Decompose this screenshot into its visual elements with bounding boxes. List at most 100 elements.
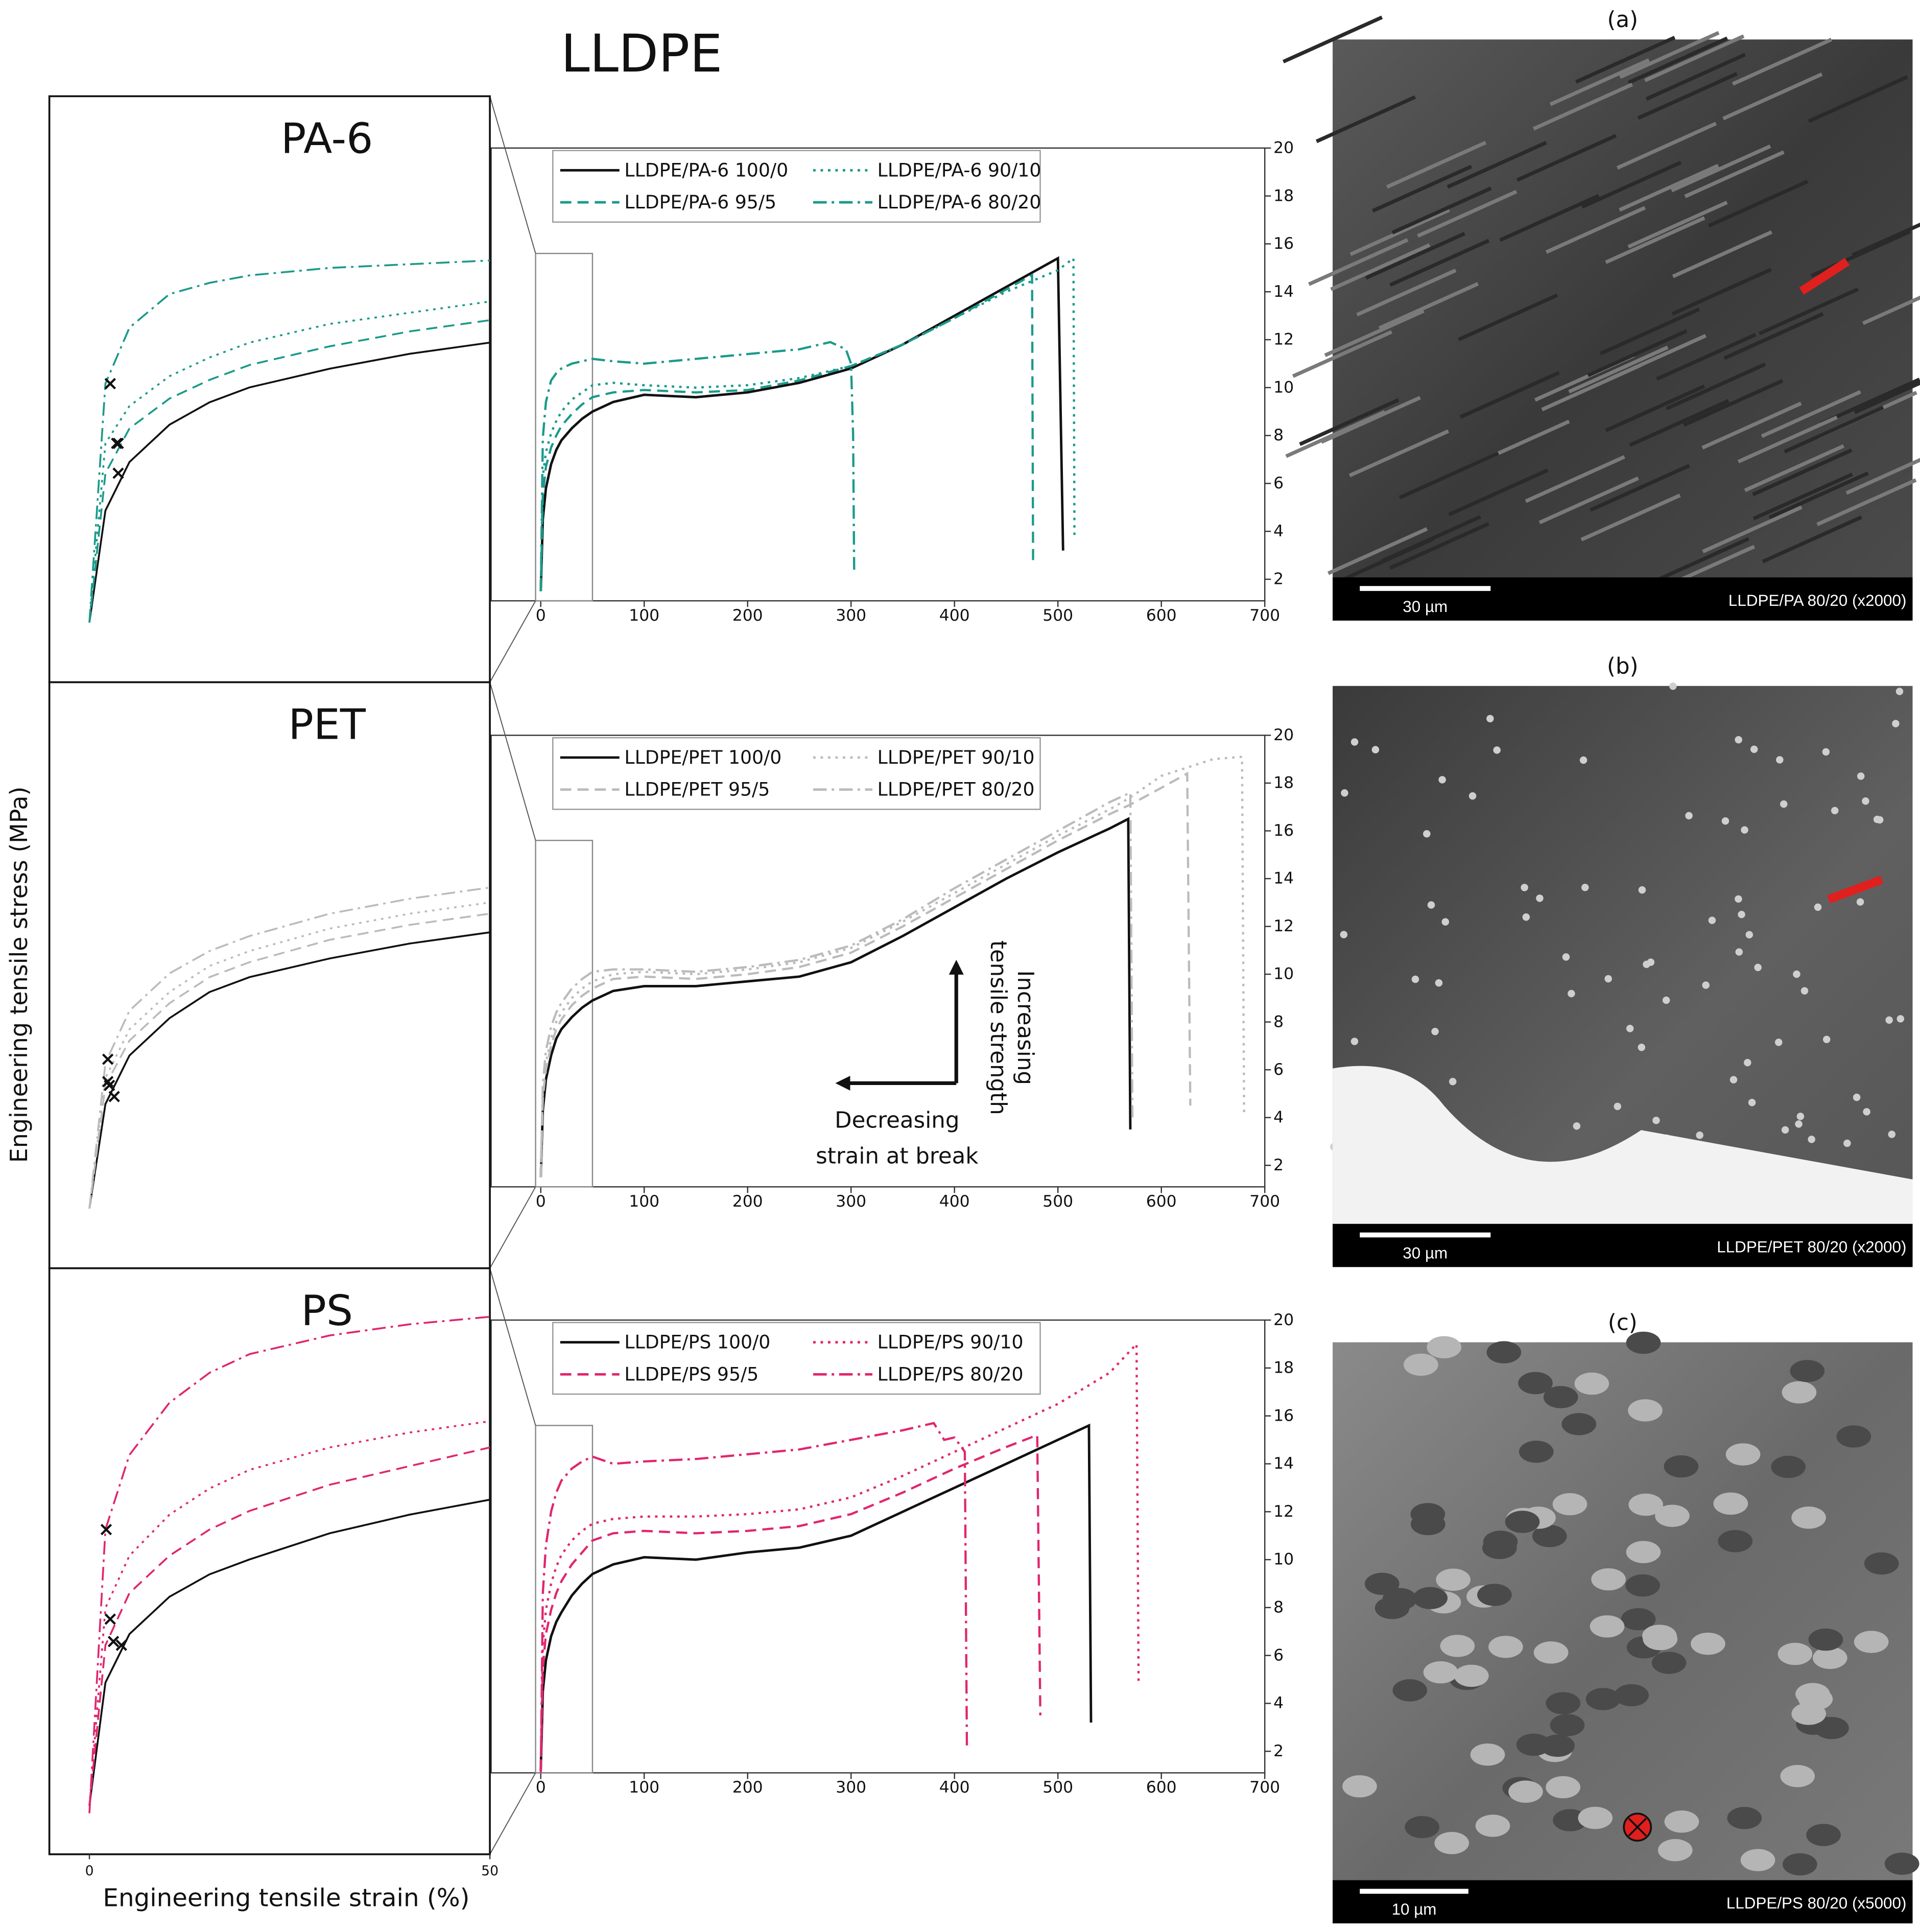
sem-fiber bbox=[1348, 429, 1450, 478]
zoom-frame bbox=[48, 95, 491, 684]
zoom-frame bbox=[48, 1267, 491, 1855]
scale-bar-label: 30 µm bbox=[1403, 1244, 1448, 1262]
sem-feature bbox=[1843, 1139, 1851, 1147]
sem-fiber bbox=[1299, 398, 1400, 446]
sem-fiber bbox=[1656, 333, 1757, 381]
legend-box bbox=[552, 150, 1041, 223]
legend-label: LLDPE/PS 95/5 bbox=[624, 1363, 758, 1385]
y-axis-label: Engineering tensile stress (MPa) bbox=[5, 787, 33, 1163]
y-tick-label: 8 bbox=[1273, 1012, 1284, 1031]
x-tick-label: 400 bbox=[939, 606, 970, 625]
sem-feature bbox=[1836, 1425, 1871, 1448]
sem-feature bbox=[1435, 979, 1443, 987]
y-tick-label: 20 bbox=[1273, 726, 1294, 744]
legend-label: LLDPE/PA-6 90/10 bbox=[878, 159, 1041, 181]
plot-frame bbox=[490, 1319, 1266, 1774]
sem-fiber bbox=[1671, 268, 1772, 316]
sem-feature bbox=[1423, 830, 1431, 838]
sem-feature bbox=[1884, 1852, 1919, 1875]
sem-background bbox=[1333, 1066, 1913, 1267]
sem-feature bbox=[1626, 1541, 1661, 1563]
sem-fiber bbox=[1389, 239, 1490, 287]
sem-feature bbox=[1519, 1441, 1554, 1463]
red-marker-cross bbox=[1628, 1818, 1647, 1836]
sem-fiber bbox=[1810, 229, 1911, 278]
annotation-text: Increasing bbox=[1012, 971, 1038, 1085]
sem-feature bbox=[1729, 1076, 1738, 1083]
annotation-text: strain at break bbox=[816, 1143, 979, 1169]
sem-feature bbox=[1664, 1810, 1699, 1833]
series-line bbox=[539, 1423, 1093, 1771]
sem-fiber bbox=[1684, 150, 1785, 198]
panel-label: PS bbox=[301, 1287, 353, 1335]
sem-feature bbox=[1411, 975, 1419, 983]
sem-fiber bbox=[1784, 406, 1884, 454]
sem-feature bbox=[1614, 1102, 1622, 1111]
sem-feature bbox=[1664, 1455, 1699, 1478]
sem-feature bbox=[1885, 1016, 1893, 1024]
sem-fiber bbox=[1752, 473, 1853, 521]
yield-marker bbox=[111, 437, 123, 450]
zoom-region bbox=[535, 1425, 594, 1774]
sem-feature bbox=[1486, 715, 1494, 723]
sem-feature bbox=[1791, 1506, 1826, 1529]
x-tick-label: 700 bbox=[1249, 1778, 1280, 1797]
figure-title: LLDPE bbox=[561, 23, 722, 84]
sem-feature bbox=[1888, 1130, 1896, 1138]
x-tick-label: 0 bbox=[536, 1192, 546, 1211]
legend-label: LLDPE/PS 100/0 bbox=[624, 1331, 770, 1353]
sem-feature bbox=[1532, 1525, 1567, 1547]
x-tick-label: 700 bbox=[1249, 606, 1280, 625]
x-tick-label: 100 bbox=[629, 606, 659, 625]
y-tick-label: 10 bbox=[1273, 965, 1294, 983]
sem-fiber bbox=[1398, 451, 1499, 500]
legend-label: LLDPE/PA-6 100/0 bbox=[624, 159, 788, 181]
series-line bbox=[539, 256, 1076, 592]
sem-fiber bbox=[1320, 396, 1421, 444]
series-line bbox=[539, 771, 1192, 1177]
sem-feature bbox=[1781, 1126, 1789, 1134]
sem-fiber bbox=[1499, 194, 1600, 242]
sem-feature bbox=[1863, 1108, 1870, 1116]
sem-feature bbox=[1350, 738, 1359, 746]
series-line bbox=[539, 791, 1134, 1177]
sem-feature bbox=[1365, 1572, 1400, 1595]
sem-feature bbox=[1591, 1568, 1626, 1591]
sem-feature bbox=[1626, 1331, 1661, 1354]
sem-fiber bbox=[1759, 287, 1859, 336]
sem-feature bbox=[1638, 886, 1646, 894]
sem-feature bbox=[1454, 1664, 1489, 1687]
sem-fiber bbox=[1458, 293, 1558, 342]
sem-feature bbox=[1392, 1679, 1428, 1702]
sem-fiber bbox=[1752, 448, 1853, 497]
series-line bbox=[539, 817, 1132, 1177]
x-tick-label: 700 bbox=[1249, 1192, 1280, 1211]
series-line bbox=[539, 1341, 1140, 1771]
sem-fiber bbox=[1599, 307, 1700, 356]
sem-feature bbox=[1857, 772, 1865, 780]
sem-fiber bbox=[1723, 312, 1824, 360]
y-tick-label: 12 bbox=[1273, 1502, 1294, 1521]
zoom-connector bbox=[489, 1268, 536, 1426]
sem-fiber bbox=[1532, 82, 1633, 131]
sem-feature bbox=[1581, 884, 1589, 891]
x-tick-label: 400 bbox=[939, 1192, 970, 1211]
sem-feature bbox=[1831, 807, 1839, 815]
sem-fiber bbox=[1854, 381, 1920, 414]
sem-feature bbox=[1562, 953, 1570, 961]
zoom-chart: PET bbox=[48, 681, 491, 1269]
y-tick-label: 16 bbox=[1273, 1406, 1294, 1425]
x-tick-label: 100 bbox=[629, 1778, 659, 1797]
zoom-connector bbox=[489, 600, 536, 683]
micrograph-caption: LLDPE/PET 80/20 (x2000) bbox=[1717, 1238, 1906, 1256]
sem-fiber bbox=[1356, 268, 1457, 317]
sem-feature bbox=[1522, 913, 1530, 921]
sem-feature bbox=[1493, 746, 1501, 754]
sem-feature bbox=[1643, 1628, 1678, 1651]
sem-feature bbox=[1713, 1492, 1748, 1515]
sem-feature bbox=[1741, 826, 1748, 834]
series-line bbox=[539, 1422, 968, 1773]
y-tick-label: 2 bbox=[1273, 1742, 1284, 1760]
